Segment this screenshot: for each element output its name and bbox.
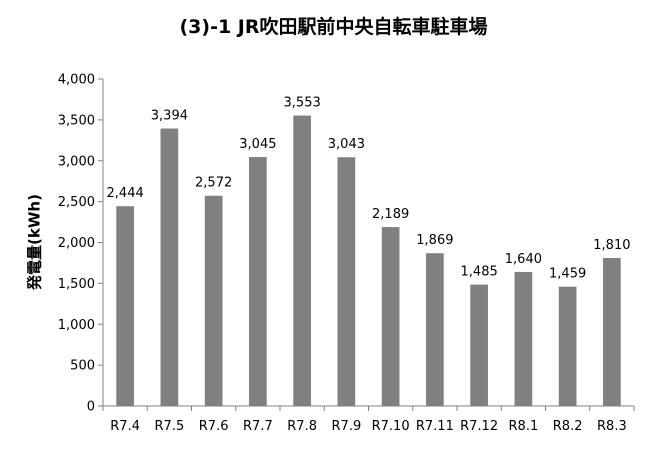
bar-R8.3 <box>603 258 621 406</box>
y-tick-label: 1,500 <box>58 277 95 292</box>
bar-R7.6 <box>204 195 223 406</box>
data-label: 1,810 <box>593 238 630 253</box>
x-tick-label: R8.3 <box>597 419 627 434</box>
data-label: 2,189 <box>372 207 409 222</box>
data-label: 3,043 <box>328 137 365 152</box>
data-label: 1,640 <box>505 252 542 267</box>
x-tick-label: R7.12 <box>460 419 498 434</box>
y-tick-label: 1,000 <box>58 318 95 333</box>
y-tick-label: 3,500 <box>58 113 95 128</box>
x-tick-label: R7.5 <box>155 419 185 434</box>
bar-R8.2 <box>558 286 577 406</box>
bar-R7.12 <box>470 284 488 406</box>
y-tick-label: 500 <box>70 359 95 374</box>
bar-R7.10 <box>381 227 400 406</box>
bar-R7.7 <box>249 157 267 406</box>
data-label: 1,459 <box>549 267 586 282</box>
y-tick-label: 0 <box>87 400 95 415</box>
x-tick-label: R7.9 <box>332 419 362 434</box>
x-tick-label: R7.7 <box>243 419 273 434</box>
data-label: 1,869 <box>416 233 453 248</box>
data-label: 3,045 <box>239 137 276 152</box>
x-tick-label: R7.6 <box>199 419 229 434</box>
y-tick-label: 2,500 <box>58 195 95 210</box>
data-label: 1,485 <box>461 265 498 280</box>
bar-R8.1 <box>514 271 533 406</box>
bar-R7.5 <box>160 128 179 406</box>
data-label: 2,572 <box>195 176 232 191</box>
bar-R7.8 <box>293 115 311 407</box>
x-tick-label: R8.2 <box>553 419 583 434</box>
bars-group <box>116 115 621 407</box>
x-axis: R7.4 R7.5 R7.6 R7.7 R7.8 R7.9 R7.10 R7.11 R7.12 R… <box>102 405 635 434</box>
bar-R7.4 <box>116 206 134 406</box>
x-tick-label: R7.8 <box>287 419 317 434</box>
data-label: 3,394 <box>151 109 188 124</box>
chart-title: (3)-1 JR吹田駅前中央自転車駐車場 <box>179 16 488 38</box>
data-label: 3,553 <box>284 96 321 111</box>
bar-R7.11 <box>426 253 444 406</box>
x-tick-label: R8.1 <box>509 419 539 434</box>
y-tick-label: 4,000 <box>58 73 95 88</box>
x-tick-label: R7.10 <box>372 419 410 434</box>
x-tick-label: R7.11 <box>416 419 454 434</box>
x-tick-label: R7.4 <box>110 419 140 434</box>
bar-R7.9 <box>337 157 356 406</box>
y-tick-label: 3,000 <box>58 154 95 169</box>
data-labels-group: 2,444 3,394 2,572 3,045 3,553 3,043 2,189 1,869… <box>107 96 631 282</box>
data-label: 2,444 <box>107 186 144 201</box>
y-axis: 0 500 1,000 1,500 2,000 2,500 3,000 3,500 4,000 <box>58 73 104 415</box>
y-tick-label: 2,000 <box>58 236 95 251</box>
